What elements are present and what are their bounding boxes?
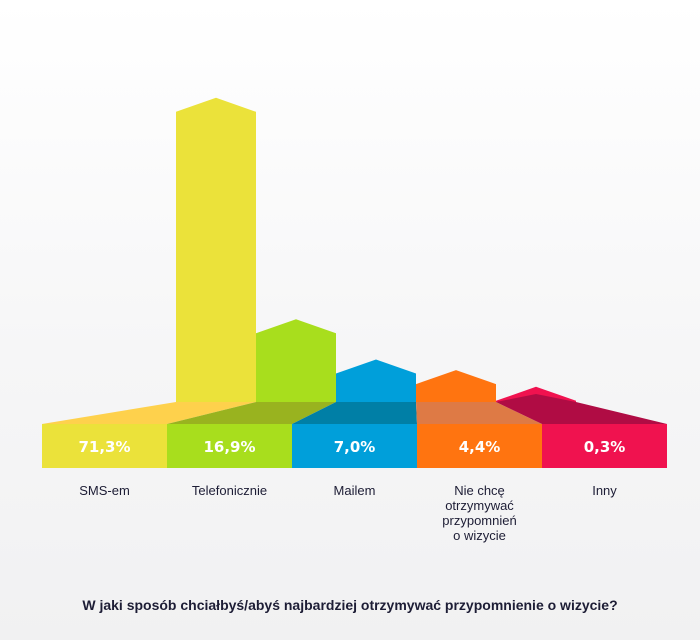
bar-front-1 (167, 424, 292, 468)
bar-floor-0 (42, 402, 256, 424)
bar-front-4 (542, 424, 667, 468)
category-label: Nie chcę otrzymywać przypomnień o wizycie (442, 483, 516, 543)
bar-front-3 (417, 424, 542, 468)
data-label: 71,3% (78, 438, 130, 456)
bar-column-0 (176, 97, 256, 403)
data-label: 0,3% (584, 438, 626, 456)
data-label: 7,0% (334, 438, 376, 456)
category-label: Mailem (334, 483, 376, 498)
category-label: Telefonicznie (192, 483, 267, 498)
category-label: SMS-em (79, 483, 130, 498)
chart-title: W jaki sposób chciałbyś/abyś najbardziej… (82, 597, 618, 613)
bar-floor-2 (292, 402, 417, 424)
category-label: Inny (592, 483, 617, 498)
data-label: 16,9% (203, 438, 255, 456)
bar-front-2 (292, 424, 417, 468)
bar-column-3 (416, 370, 496, 402)
data-label: 4,4% (459, 438, 501, 456)
bar-column-1 (256, 319, 336, 402)
bar-floor-3 (416, 402, 542, 424)
bar-front-0 (42, 424, 167, 468)
bar-column-2 (336, 359, 416, 402)
bar-floor-4 (496, 394, 667, 424)
bar-floor-1 (167, 402, 336, 424)
